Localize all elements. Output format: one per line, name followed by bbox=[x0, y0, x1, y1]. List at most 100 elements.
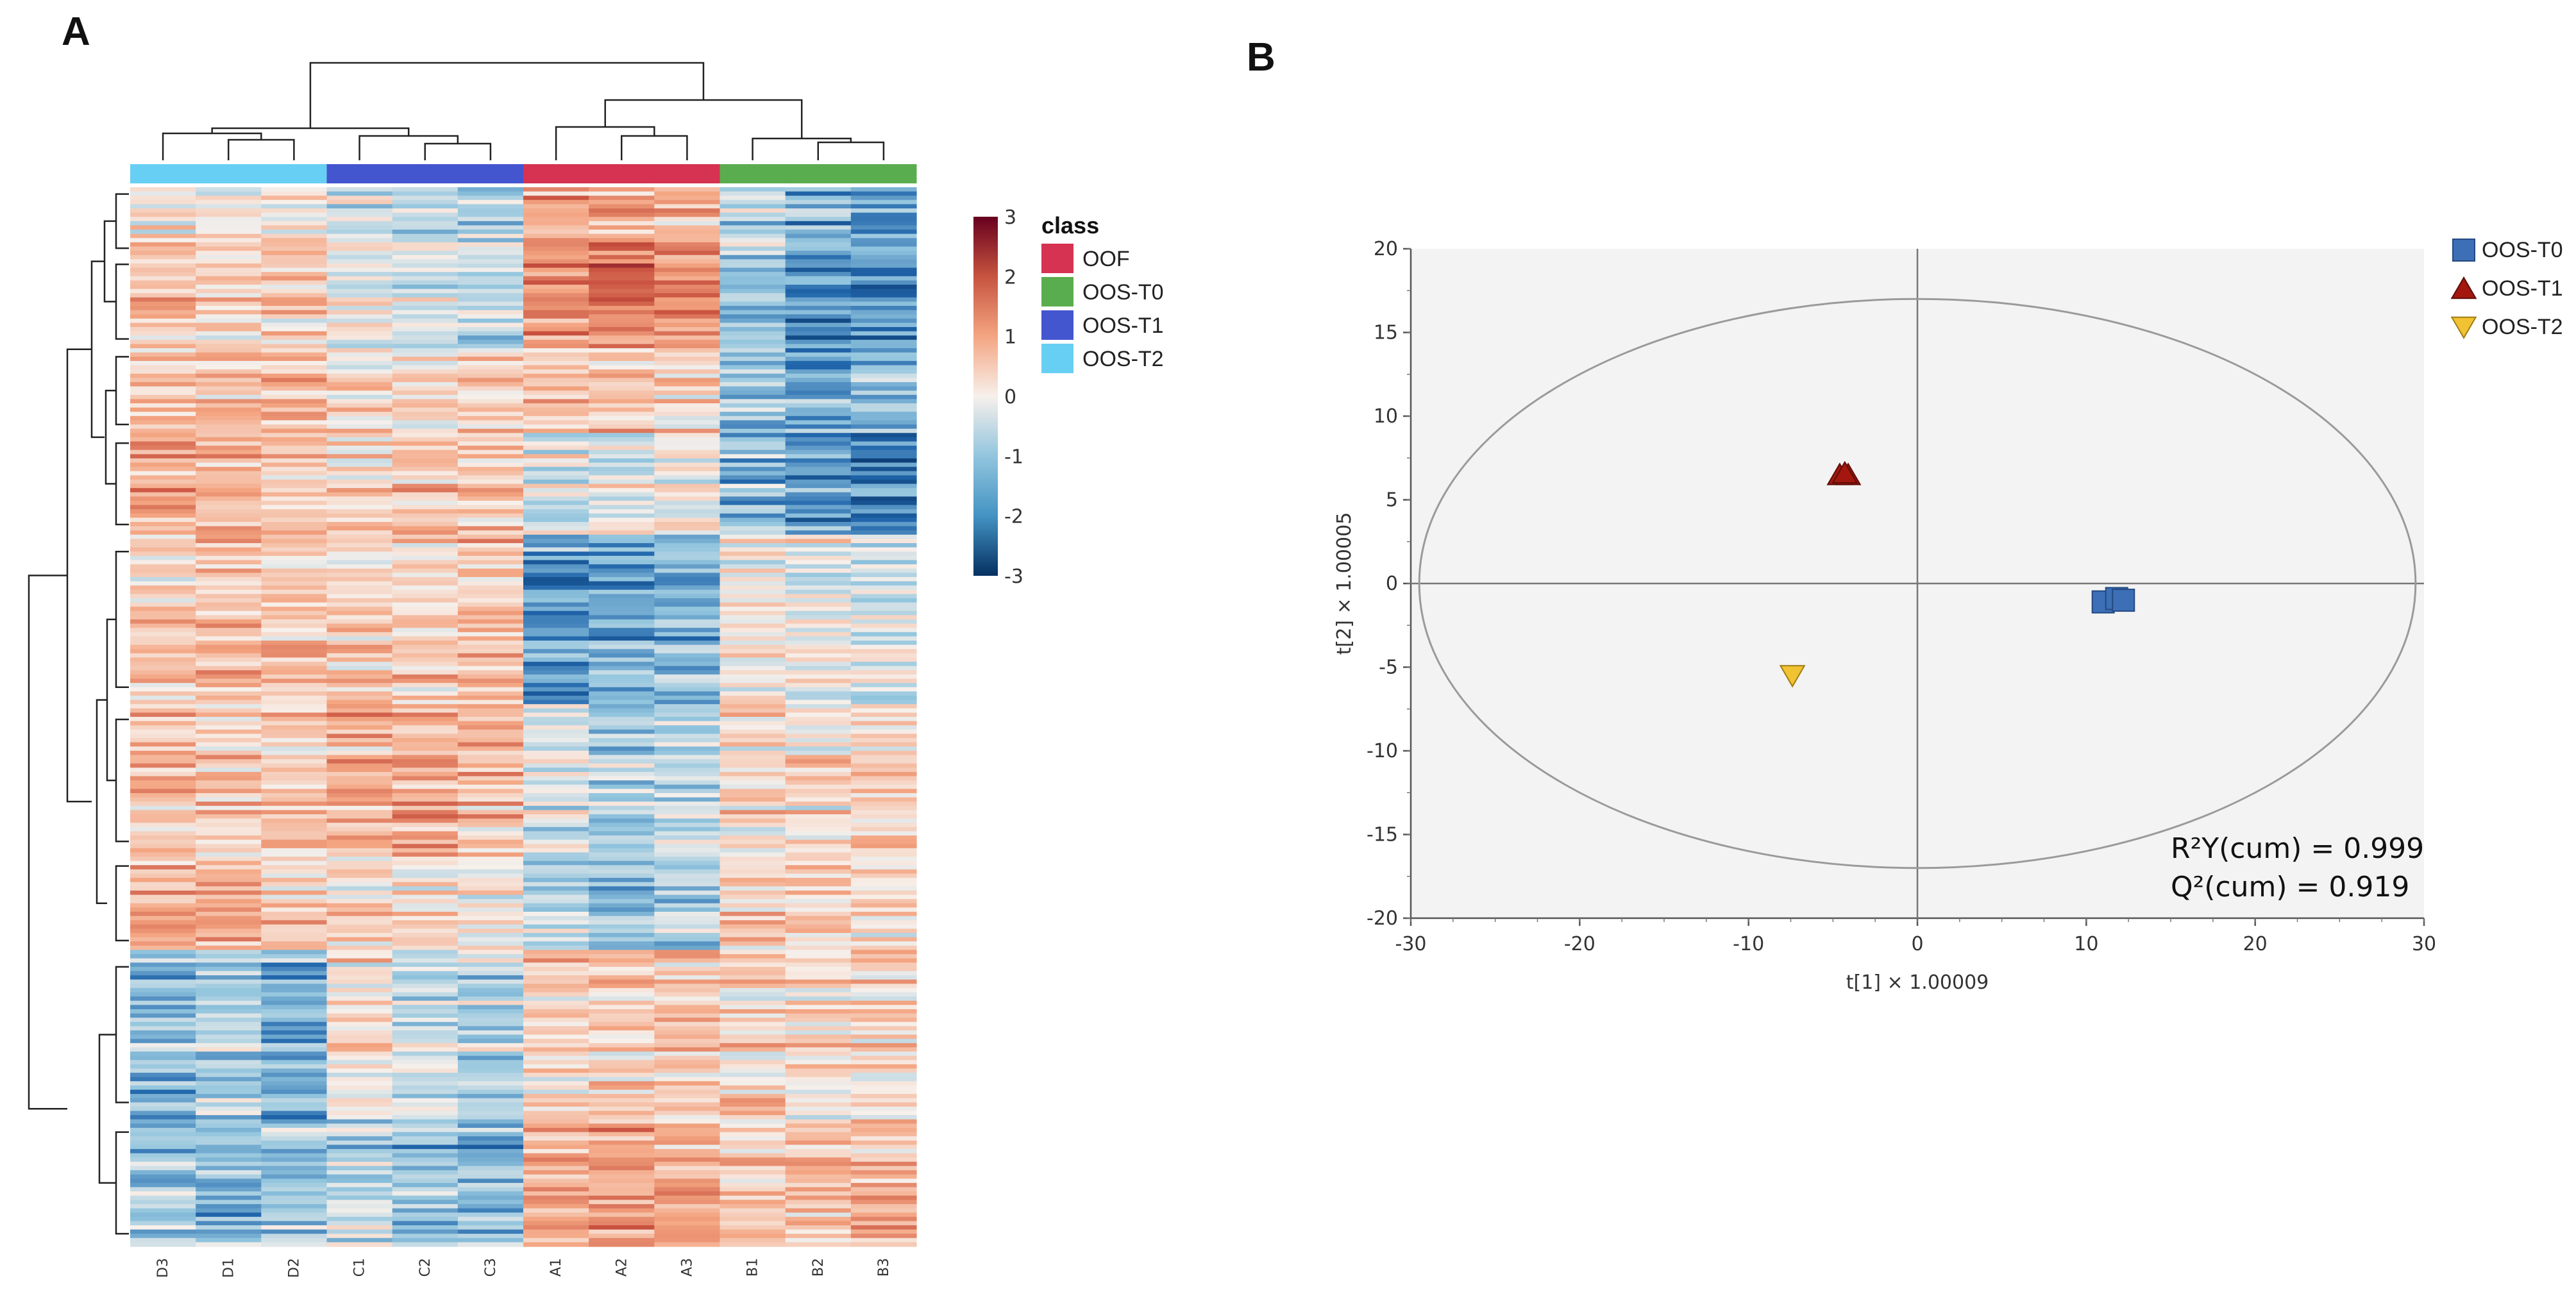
heatmap-cell bbox=[196, 348, 262, 353]
heatmap-cell bbox=[261, 547, 328, 552]
dendrogram-link bbox=[115, 356, 129, 426]
heatmap-cell bbox=[654, 852, 721, 857]
heatmap-cell bbox=[720, 666, 786, 671]
heatmap-cell bbox=[654, 407, 721, 412]
heatmap-cell bbox=[785, 488, 852, 493]
heatmap-cell bbox=[785, 992, 852, 997]
heatmap-cell bbox=[850, 657, 917, 662]
heatmap-cell bbox=[196, 831, 262, 836]
heatmap-cell bbox=[326, 534, 393, 540]
heatmap-cell bbox=[850, 823, 917, 828]
heatmap-cell bbox=[523, 894, 589, 900]
heatmap-cell bbox=[196, 204, 262, 209]
heatmap-cell bbox=[720, 1009, 786, 1014]
q2-stat: Q²(cum) = 0.919 bbox=[2171, 871, 2409, 903]
heatmap-cell bbox=[326, 225, 393, 230]
heatmap-cell bbox=[261, 314, 328, 319]
heatmap-cell bbox=[326, 954, 393, 959]
heatmap-cell bbox=[720, 1055, 786, 1061]
heatmap-cell bbox=[850, 670, 917, 675]
legend-label: OOS-T2 bbox=[2482, 315, 2563, 339]
heatmap-cell bbox=[130, 1170, 196, 1175]
heatmap-cell bbox=[785, 734, 852, 739]
heatmap-cell bbox=[261, 607, 328, 612]
heatmap-cell bbox=[589, 390, 655, 396]
heatmap-cell bbox=[785, 738, 852, 743]
heatmap-cell bbox=[785, 746, 852, 751]
heatmap-cell bbox=[523, 1030, 589, 1036]
heatmap-cell bbox=[457, 581, 524, 586]
heatmap-cell bbox=[326, 865, 393, 870]
heatmap-cell bbox=[785, 259, 852, 264]
heatmap-cell bbox=[523, 607, 589, 612]
heatmap-cell bbox=[589, 276, 655, 281]
heatmap-cell bbox=[261, 318, 328, 324]
heatmap-cell bbox=[523, 1094, 589, 1099]
heatmap-cell bbox=[392, 1200, 459, 1205]
heatmap-cell bbox=[654, 1127, 721, 1133]
heatmap-cell bbox=[261, 662, 328, 667]
heatmap-cell bbox=[850, 289, 917, 294]
heatmap-cell bbox=[326, 280, 393, 285]
heatmap-cell bbox=[720, 615, 786, 620]
heatmap-cell bbox=[523, 1047, 589, 1052]
heatmap-cell bbox=[720, 831, 786, 836]
heatmap-cell bbox=[457, 301, 524, 306]
heatmap-cell bbox=[589, 928, 655, 934]
heatmap-cell bbox=[261, 1212, 328, 1218]
heatmap-cell bbox=[261, 191, 328, 196]
y-tick-label: -15 bbox=[1367, 824, 1398, 846]
heatmap-cell bbox=[392, 344, 459, 349]
heatmap-cell bbox=[457, 1182, 524, 1188]
heatmap-cell bbox=[326, 670, 393, 675]
heatmap-cell bbox=[850, 1039, 917, 1044]
heatmap-cell bbox=[720, 594, 786, 599]
heatmap-cell bbox=[850, 996, 917, 1002]
heatmap-cell bbox=[850, 267, 917, 273]
heatmap-cell bbox=[261, 310, 328, 315]
heatmap-cell bbox=[589, 1073, 655, 1078]
heatmap-cell bbox=[654, 1204, 721, 1209]
heatmap-cell bbox=[589, 1200, 655, 1205]
heatmap-cell bbox=[850, 826, 917, 832]
heatmap-cell bbox=[326, 784, 393, 789]
heatmap-cell bbox=[850, 1085, 917, 1091]
heatmap-cell bbox=[785, 1089, 852, 1095]
heatmap-cell bbox=[326, 357, 393, 362]
heatmap-cell bbox=[326, 789, 393, 794]
heatmap-cell bbox=[326, 335, 393, 340]
heatmap-cell bbox=[785, 428, 852, 433]
heatmap-cell bbox=[589, 517, 655, 523]
heatmap-cell bbox=[654, 882, 721, 887]
heatmap-cell bbox=[654, 954, 721, 959]
heatmap-cell bbox=[196, 1043, 262, 1048]
heatmap-cell bbox=[392, 589, 459, 594]
heatmap-cell bbox=[720, 873, 786, 878]
heatmap-cell bbox=[654, 771, 721, 777]
heatmap-cell bbox=[457, 555, 524, 561]
heatmap-cell bbox=[654, 1055, 721, 1061]
heatmap-cell bbox=[720, 221, 786, 226]
heatmap-cell bbox=[589, 293, 655, 298]
heatmap-cell bbox=[850, 623, 917, 628]
heatmap-cell bbox=[720, 589, 786, 594]
heatmap-cell bbox=[261, 924, 328, 929]
heatmap-cell bbox=[785, 204, 852, 209]
heatmap-cell bbox=[130, 1085, 196, 1091]
heatmap-cell bbox=[589, 823, 655, 828]
heatmap-cell bbox=[785, 547, 852, 552]
heatmap-cell bbox=[196, 293, 262, 298]
heatmap-cell bbox=[785, 823, 852, 828]
heatmap-cell bbox=[589, 280, 655, 285]
heatmap-cell bbox=[130, 403, 196, 408]
heatmap-cell bbox=[785, 483, 852, 489]
heatmap-cell bbox=[326, 365, 393, 370]
heatmap-cell bbox=[850, 950, 917, 955]
heatmap-cell bbox=[654, 814, 721, 819]
heatmap-cell bbox=[720, 217, 786, 222]
heatmap-cell bbox=[523, 958, 589, 963]
heatmap-cell bbox=[785, 1182, 852, 1188]
heatmap-cell bbox=[196, 996, 262, 1002]
heatmap-cell bbox=[326, 399, 393, 404]
heatmap-cell bbox=[326, 1102, 393, 1107]
